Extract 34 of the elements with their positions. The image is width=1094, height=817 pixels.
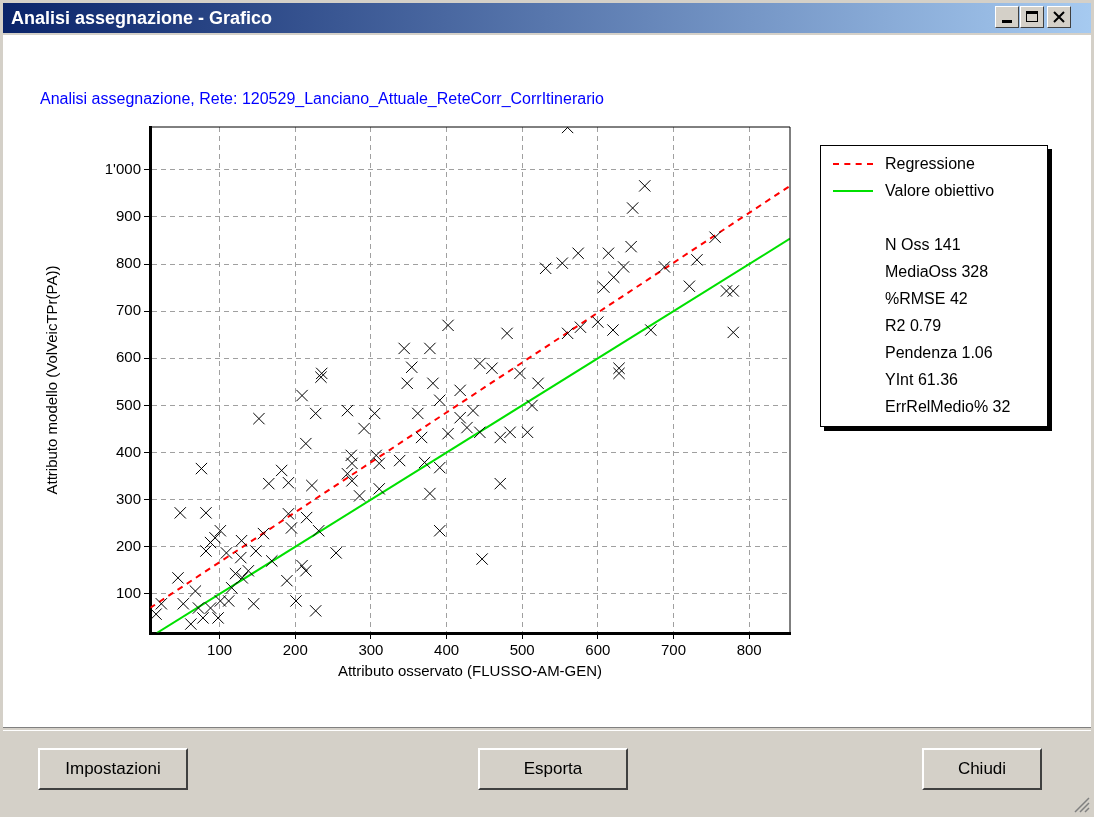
x-tick-label: 400 bbox=[434, 641, 460, 659]
legend-label: Regressione bbox=[885, 154, 975, 173]
x-tick-label: 100 bbox=[207, 641, 233, 659]
y-tick-label: 1'000 bbox=[104, 160, 141, 178]
text: Impostazioni bbox=[38, 748, 188, 790]
text: Pendenza 1.06 bbox=[884, 343, 994, 363]
x-tick-label: 500 bbox=[509, 641, 535, 659]
text: N Oss 141 bbox=[884, 235, 962, 255]
y-tick-label: 100 bbox=[115, 584, 141, 602]
y-tick-label: 900 bbox=[115, 207, 141, 225]
x-tick-label: 700 bbox=[660, 641, 687, 659]
text: Esporta bbox=[478, 748, 628, 790]
chart-title: Analisi assegnazione - Grafico bbox=[3, 3, 1091, 33]
text: ErrRelMedio% 32 bbox=[884, 397, 1012, 417]
text: %RMSE 42 bbox=[884, 289, 969, 309]
text: Chiudi bbox=[922, 748, 1042, 790]
y-tick-label: 700 bbox=[115, 301, 141, 319]
y-tick-label: 300 bbox=[115, 489, 141, 507]
x-axis-title: Attributo osservato (FLUSSO-AM-GEN) bbox=[337, 662, 603, 680]
legend-label: Valore obiettivo bbox=[885, 181, 995, 200]
x-tick-label: 200 bbox=[282, 641, 308, 659]
chart-subtitle: Analisi assegnazione, Rete: 120529_Lanciano_Attuale_ReteCorr_CorrItinerario bbox=[40, 90, 604, 108]
y-tick-label: 200 bbox=[115, 536, 141, 554]
x-tick-label: 300 bbox=[358, 641, 384, 659]
text: R2 0.79 bbox=[884, 316, 943, 336]
x-tick-label: 800 bbox=[736, 641, 762, 659]
y-tick-label: 500 bbox=[115, 395, 141, 413]
x-tick-label: 600 bbox=[585, 641, 611, 659]
text: MediaOss 328 bbox=[884, 262, 990, 282]
y-axis-title: Attributo modello (VolVeicTPr(PA)) bbox=[43, 265, 61, 495]
y-tick-label: 800 bbox=[115, 254, 141, 272]
y-tick-label: 600 bbox=[115, 348, 141, 366]
text: YInt 61.36 bbox=[884, 370, 959, 390]
y-tick-label: 400 bbox=[115, 442, 141, 460]
